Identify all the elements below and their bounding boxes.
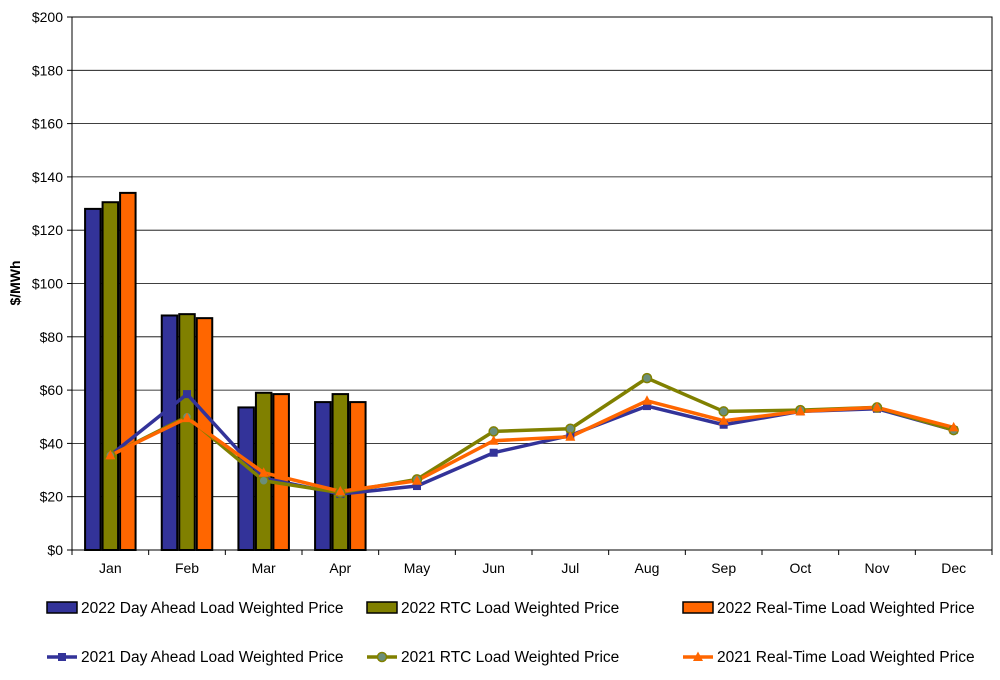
plot-frame: [71, 16, 993, 551]
legend-marker: [693, 651, 703, 661]
point-day-ahead-2021: [413, 482, 421, 491]
y-tick-label: $180: [32, 62, 63, 78]
bar-real-time-2022: [349, 401, 367, 551]
lines: [105, 372, 959, 499]
y-tick-label: $140: [32, 169, 63, 185]
bar-rtc-2022: [331, 393, 350, 551]
x-tick-label: Jul: [561, 560, 579, 576]
bar-rtc-2022: [101, 201, 120, 551]
x-tick-label: Feb: [175, 560, 199, 576]
bar-real-time-2022: [119, 191, 137, 551]
bar-real-time-2022: [272, 393, 290, 551]
point-real-time-2021: [565, 431, 576, 441]
point-real-time-2021: [258, 467, 269, 477]
x-tick-label: Dec: [941, 560, 966, 576]
legend-label: 2022 RTC Load Weighted Price: [401, 600, 619, 617]
bar-day-ahead-2022: [314, 401, 332, 551]
y-tick-label: $100: [32, 276, 63, 292]
point-real-time-2021: [948, 421, 959, 432]
y-tick-label: $120: [32, 222, 63, 238]
x-axis: Jan Feb Mar Apr May Jun Jul Aug Sep Oct Nov Dec: [71, 550, 993, 576]
point-real-time-2021: [335, 485, 346, 496]
x-tick-label: Mar: [252, 560, 276, 576]
y-tick-label: $40: [40, 435, 64, 451]
line-real-time-2021: [109, 399, 955, 494]
point-real-time-2021: [182, 412, 192, 423]
point-rtc-2021: [258, 475, 269, 486]
legend-marker: [58, 653, 66, 661]
point-real-time-2021: [795, 405, 806, 416]
legend-label: 2022 Day Ahead Load Weighted Price: [81, 600, 344, 617]
point-day-ahead-2021: [183, 390, 191, 399]
x-tick-label: Sep: [711, 560, 736, 576]
y-tick-label: $200: [32, 9, 63, 25]
point-real-time-2021: [642, 395, 652, 405]
bar-day-ahead-2022: [84, 207, 102, 551]
y-tick-label: $80: [40, 329, 64, 345]
point-real-time-2021: [872, 401, 882, 412]
point-rtc-2021: [488, 426, 499, 437]
y-tick-label: $20: [40, 489, 64, 505]
bar-day-ahead-2022: [160, 314, 179, 552]
legend-label: 2022 Real-Time Load Weighted Price: [717, 600, 975, 617]
point-real-time-2021: [412, 475, 422, 485]
legend-marker: [376, 651, 388, 663]
x-tick-label: Oct: [789, 560, 811, 576]
y-axis-label: $/MWh: [7, 260, 23, 305]
y-tick-label: $0: [47, 542, 63, 558]
point-rtc-2021: [641, 372, 653, 384]
legend-swatch: [682, 601, 714, 614]
legend-label: 2021 Day Ahead Load Weighted Price: [81, 649, 344, 666]
legend-label: 2021 Real-Time Load Weighted Price: [717, 649, 975, 666]
point-day-ahead-2021: [643, 402, 651, 411]
point-real-time-2021: [488, 435, 499, 445]
x-tick-label: Nov: [865, 560, 890, 576]
x-tick-label: May: [404, 560, 430, 576]
point-real-time-2021: [105, 449, 116, 460]
legend: 2022 Day Ahead Load Weighted Price 2022 R…: [46, 600, 975, 666]
y-axis: $0 $20 $40 $60 $80 $100 $120 $140 $160 $180 $200: [32, 9, 72, 558]
x-tick-label: Aug: [635, 560, 660, 576]
x-tick-label: Apr: [329, 560, 351, 576]
point-real-time-2021: [718, 415, 729, 425]
y-tick-label: $160: [32, 116, 63, 132]
legend-swatch: [46, 601, 78, 614]
x-tick-label: Jan: [99, 560, 122, 576]
point-day-ahead-2021: [489, 448, 498, 457]
point-rtc-2021: [718, 406, 729, 417]
legend-swatch: [366, 601, 398, 614]
legend-label: 2021 RTC Load Weighted Price: [401, 649, 619, 666]
x-tick-label: Jun: [482, 560, 505, 576]
bar-rtc-2022: [178, 313, 196, 551]
line-rtc-2021: [109, 376, 955, 495]
y-tick-label: $60: [40, 382, 64, 398]
bar-day-ahead-2022: [237, 406, 255, 551]
